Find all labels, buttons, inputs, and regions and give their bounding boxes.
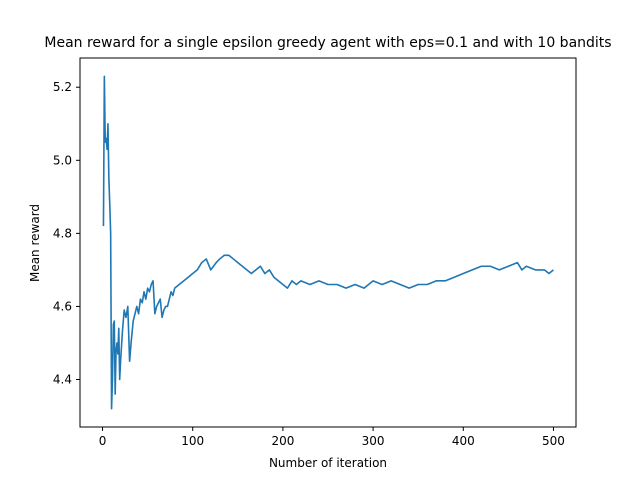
x-tick-label: 0 — [99, 434, 107, 448]
y-tick-label: 5.0 — [53, 153, 72, 167]
x-axis: 0 100 200 300 400 500 — [99, 427, 565, 448]
y-tick-label: 5.2 — [53, 80, 72, 94]
plot-area — [80, 58, 576, 427]
series-line — [102, 75, 554, 410]
x-tick-label: 400 — [452, 434, 475, 448]
y-tick-label: 4.6 — [53, 299, 72, 313]
y-tick-label: 4.8 — [53, 226, 72, 240]
x-tick-label: 200 — [271, 434, 294, 448]
series-layer — [102, 75, 554, 410]
y-axis: 4.4 4.6 4.8 5.0 5.2 — [53, 80, 80, 387]
y-tick-label: 4.4 — [53, 373, 72, 387]
x-tick-label: 300 — [362, 434, 385, 448]
plot-frame — [79, 57, 577, 428]
x-tick-label: 100 — [181, 434, 204, 448]
chart-title: Mean reward for a single epsilon greedy … — [44, 35, 611, 51]
y-axis-label: Mean reward — [28, 204, 42, 282]
x-tick-label: 500 — [542, 434, 565, 448]
x-axis-label: Number of iteration — [269, 456, 387, 470]
